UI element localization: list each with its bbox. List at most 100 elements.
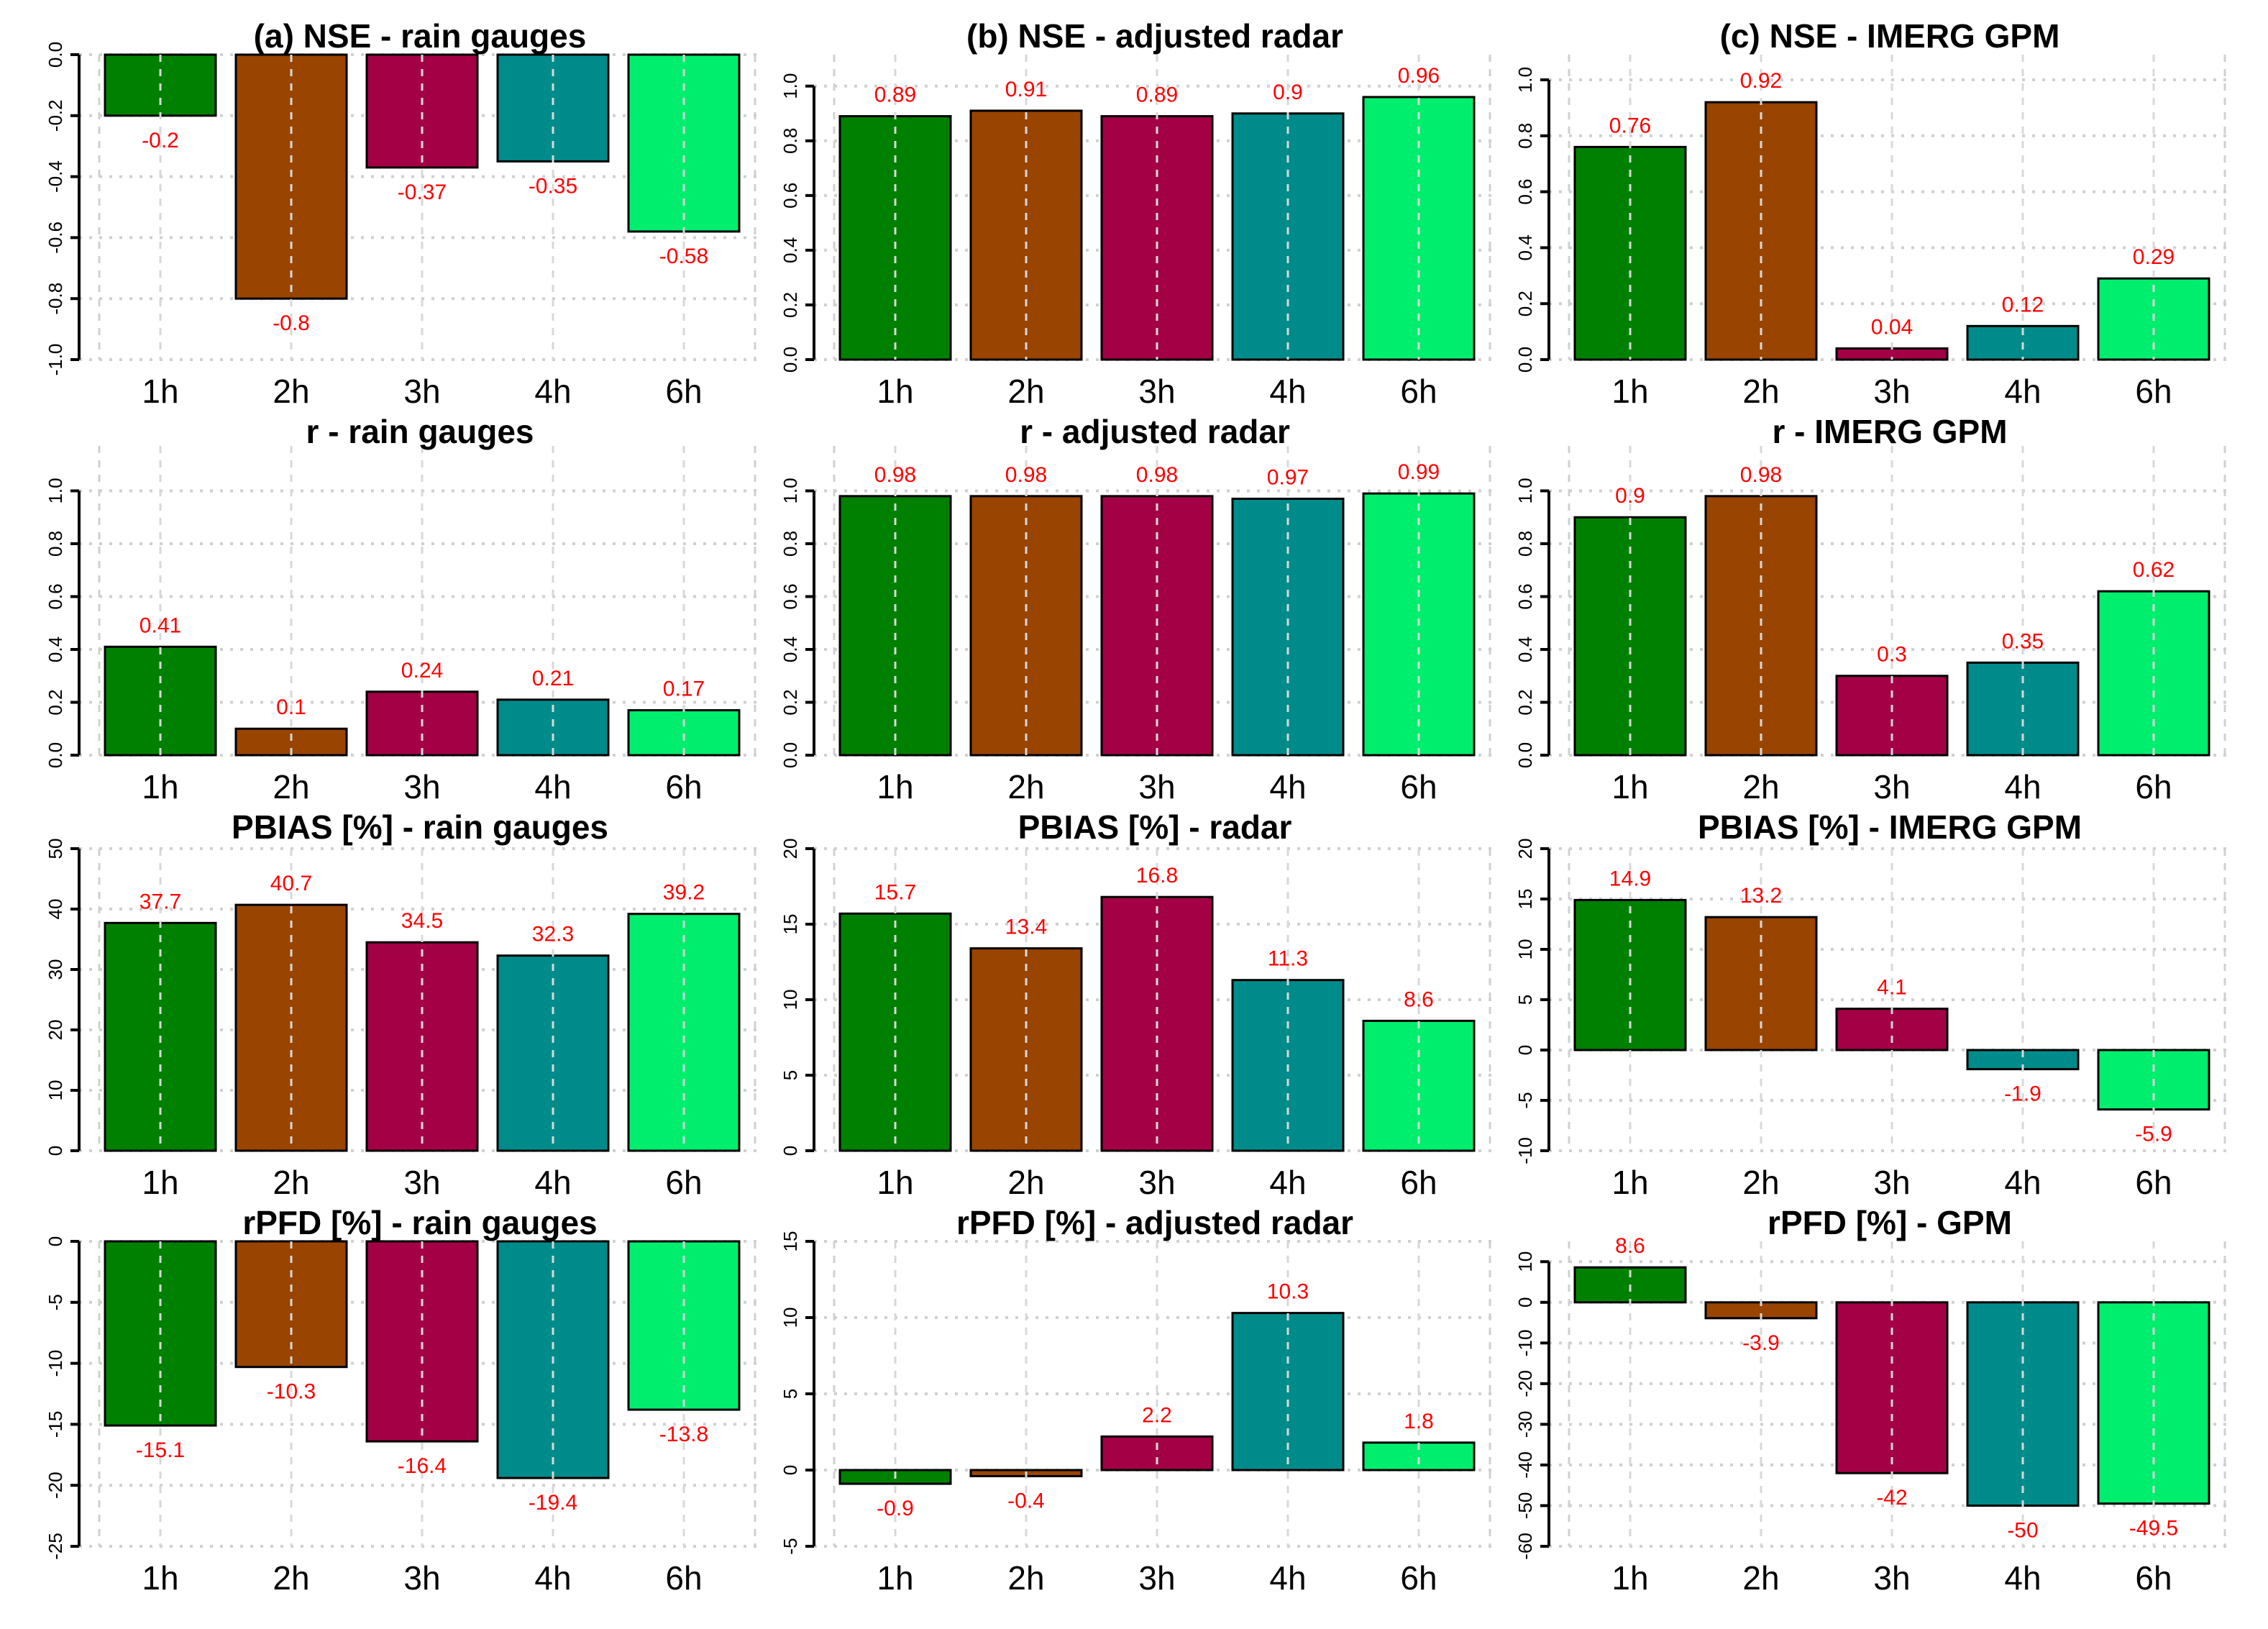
value-label: 0.96 <box>1398 64 1440 88</box>
value-label: 0.97 <box>1267 466 1309 490</box>
category-label: 1h <box>142 1559 178 1597</box>
panel-title: r - adjusted radar <box>1020 413 1290 450</box>
category-label: 4h <box>2004 1164 2041 1201</box>
bar-1h <box>838 912 952 1152</box>
y-tick-label: 30 <box>45 959 66 980</box>
bar-3h <box>1835 1008 1949 1051</box>
panel-4: 0.41 1h 0.1 2h 0.24 3h 0.21 4h 0.17 6h 0.0 0.2 0.4 0.… <box>45 413 762 806</box>
value-label: 0.9 <box>1615 484 1645 508</box>
value-label: 0.9 <box>1273 81 1303 104</box>
value-label: 14.9 <box>1609 867 1651 890</box>
panel-1: -0.2 1h -0.8 2h -0.37 3h -0.35 4h -0.58 6h -1.0 -0.… <box>45 17 762 410</box>
y-tick-label: 0.8 <box>779 531 801 557</box>
value-label: 0.17 <box>663 677 705 701</box>
value-label: -3.9 <box>1742 1331 1780 1355</box>
panel-title: r - rain gauges <box>306 413 534 450</box>
panel-10: -15.1 1h -10.3 2h -16.4 3h -19.4 4h -13.8 6h -25 -2… <box>45 1204 762 1597</box>
value-label: 2.2 <box>1142 1403 1172 1427</box>
category-label: 1h <box>142 768 178 806</box>
value-label: 0.89 <box>874 83 916 107</box>
y-tick-label: -5 <box>1514 1092 1536 1108</box>
category-label: 3h <box>1138 1164 1175 1201</box>
y-tick-label: 0.8 <box>45 531 66 557</box>
y-tick-label: 0 <box>779 1146 801 1156</box>
y-tick-label: -20 <box>45 1471 66 1499</box>
y-tick-label: 10 <box>1514 1251 1536 1272</box>
y-tick-label: 0.2 <box>1514 291 1536 316</box>
y-tick-label: 10 <box>1514 939 1536 960</box>
value-label: 0.92 <box>1740 69 1782 93</box>
category-label: 6h <box>665 1164 702 1201</box>
category-label: 1h <box>1611 1559 1648 1597</box>
value-label: 34.5 <box>401 909 443 933</box>
value-label: -0.37 <box>398 181 447 204</box>
y-tick-label: -10 <box>1514 1330 1536 1357</box>
value-label: -42 <box>1876 1486 1907 1510</box>
y-tick-label: 5 <box>779 1389 801 1399</box>
y-tick-label: 0.6 <box>45 583 66 609</box>
value-label: 15.7 <box>874 880 916 904</box>
value-label: 0.41 <box>140 613 181 637</box>
value-label: -5.9 <box>2135 1123 2172 1146</box>
y-tick-label: 0.6 <box>1514 583 1536 609</box>
y-tick-label: 0.6 <box>779 183 801 209</box>
y-tick-label: 1.0 <box>779 73 801 99</box>
category-label: 1h <box>877 1559 913 1597</box>
y-tick-label: 0.2 <box>45 689 66 715</box>
category-label: 6h <box>1400 768 1437 806</box>
y-tick-label: -0.4 <box>45 160 66 193</box>
category-label: 4h <box>1269 1559 1306 1597</box>
category-label: 4h <box>2004 1559 2041 1597</box>
value-label: 0.21 <box>532 667 574 690</box>
category-label: 3h <box>1138 1559 1175 1597</box>
y-tick-label: 40 <box>45 899 66 920</box>
category-label: 2h <box>273 373 309 410</box>
panel-title: r - IMERG GPM <box>1772 413 2007 450</box>
y-tick-label: 0 <box>45 1236 66 1246</box>
y-tick-label: 5 <box>1514 995 1536 1005</box>
panel-title: (b) NSE - adjusted radar <box>966 17 1343 55</box>
category-label: 2h <box>1007 768 1044 806</box>
category-label: 1h <box>1611 1164 1648 1201</box>
y-tick-label: -20 <box>1514 1370 1536 1397</box>
category-label: 2h <box>1742 373 1779 410</box>
category-label: 4h <box>534 768 571 806</box>
category-label: 6h <box>2135 768 2172 806</box>
value-label: -0.4 <box>1007 1489 1045 1512</box>
value-label: 0.62 <box>2133 558 2175 582</box>
value-label: 0.91 <box>1005 78 1047 101</box>
value-label: 13.4 <box>1005 916 1047 939</box>
value-label: -0.8 <box>273 311 310 335</box>
category-label: 3h <box>1873 768 1910 806</box>
category-label: 2h <box>1742 1559 1779 1597</box>
value-label: -13.8 <box>659 1423 708 1446</box>
y-tick-label: 1.0 <box>1514 67 1536 93</box>
y-tick-label: -50 <box>1514 1492 1536 1520</box>
value-label: 39.2 <box>663 881 705 905</box>
category-label: 3h <box>1873 1559 1910 1597</box>
value-label: -0.2 <box>142 129 179 152</box>
category-label: 6h <box>1400 1164 1437 1201</box>
value-label: 0.24 <box>401 659 443 683</box>
y-tick-label: 1.0 <box>45 478 66 503</box>
category-label: 4h <box>1269 373 1306 410</box>
y-tick-label: 0 <box>45 1146 66 1156</box>
y-tick-label: 1.0 <box>1514 478 1536 503</box>
y-tick-label: 0.6 <box>779 583 801 609</box>
y-tick-label: 0.0 <box>779 742 801 768</box>
panel-8: 15.7 1h 13.4 2h 16.8 3h 11.3 4h 8.6 6h 0 5 10 15 20 PBI… <box>779 808 1497 1201</box>
value-label: -10.3 <box>267 1380 316 1404</box>
panel-11: -0.9 1h -0.4 2h 2.2 3h 10.3 4h 1.8 6h -5 0 5 10 15 rPFD… <box>779 1204 1497 1597</box>
value-label: 0.35 <box>2002 629 2044 653</box>
panel-3: 0.76 1h 0.92 2h 0.04 3h 0.12 4h 0.29 6h 0.0 0.2 0.4 0… <box>1514 17 2232 410</box>
bar-1h <box>838 115 952 361</box>
value-label: -0.35 <box>529 174 577 198</box>
category-label: 4h <box>2004 768 2041 806</box>
value-label: 16.8 <box>1136 864 1178 887</box>
value-label: 10.3 <box>1267 1280 1309 1304</box>
value-label: -0.58 <box>659 245 708 268</box>
bar-6h <box>2097 590 2210 757</box>
value-label: -15.1 <box>136 1438 185 1462</box>
bar-1h <box>1573 145 1687 361</box>
y-tick-label: 10 <box>779 990 801 1010</box>
